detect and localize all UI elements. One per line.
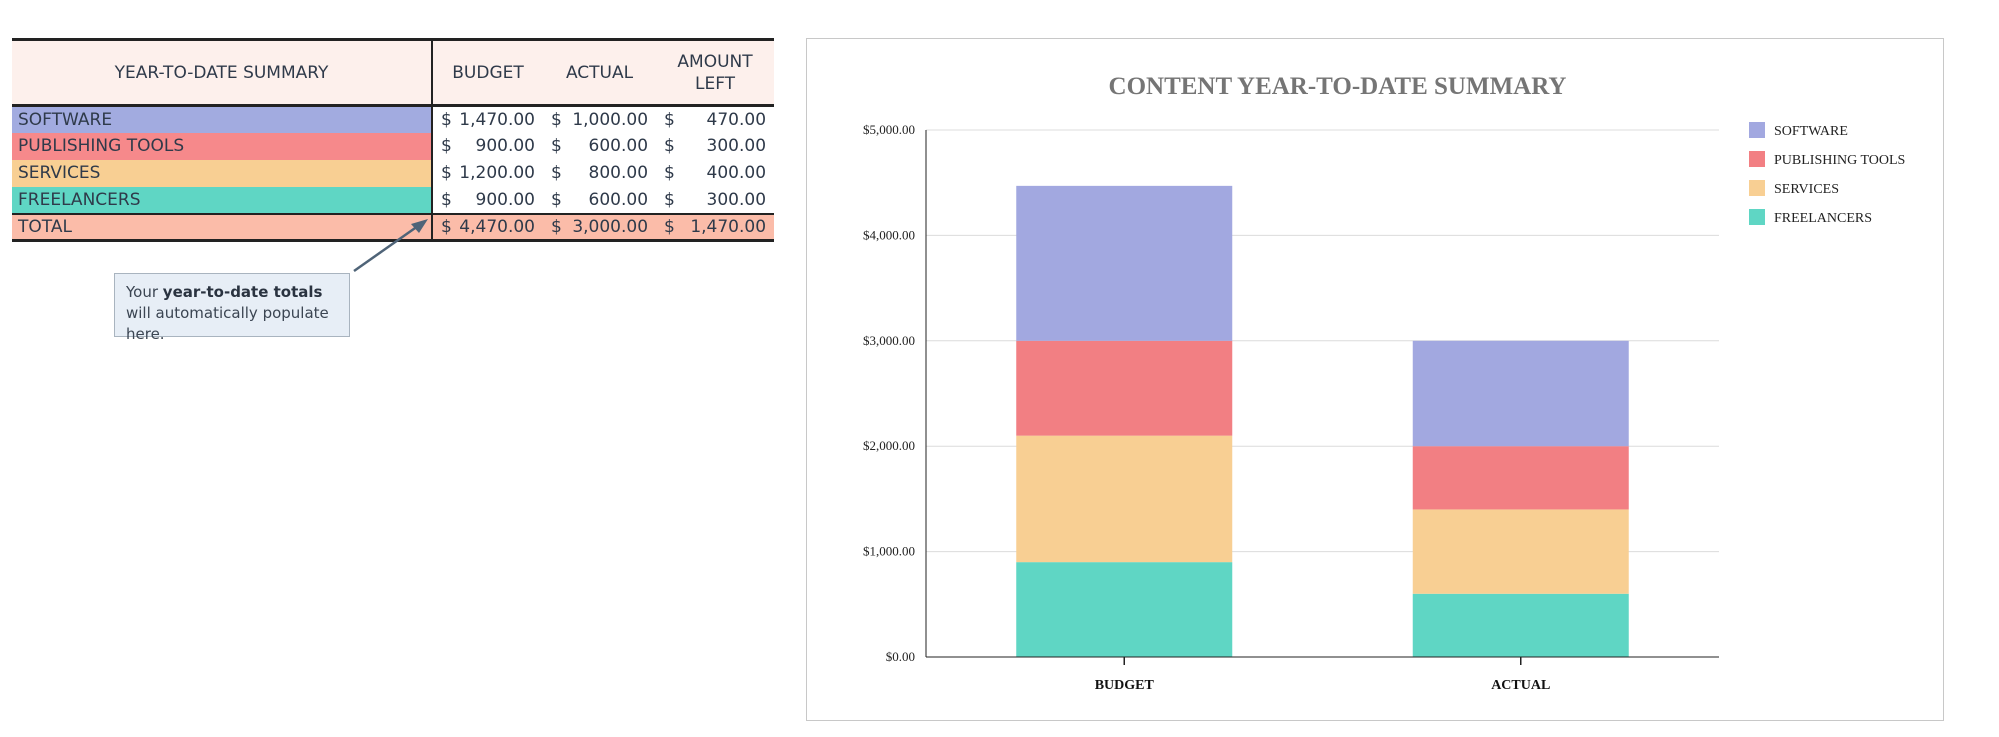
bar-budget-software bbox=[1016, 185, 1233, 341]
row-total-actual: 3,000.00 bbox=[565, 213, 657, 241]
currency-symbol: $ bbox=[656, 213, 679, 241]
row-services-budget: 1,200.00 bbox=[459, 163, 535, 183]
legend-label-freelancers: FREELANCERS bbox=[1774, 211, 1872, 226]
row-software-left: 470.00 bbox=[706, 109, 767, 130]
y-tick-label: $4,000.00 bbox=[863, 227, 915, 242]
bar-actual-services bbox=[1412, 509, 1629, 594]
currency-symbol: $ bbox=[551, 189, 562, 210]
currency-symbol: $ bbox=[551, 109, 562, 130]
x-category-label: BUDGET bbox=[1095, 678, 1155, 693]
table-header-row: YEAR-TO-DATE SUMMARY BUDGET ACTUAL AMOUN… bbox=[12, 39, 775, 106]
chart-axes: $0.00 $1,000.00 $2,000.00 $3,000.00 $4,000.0… bbox=[863, 122, 1719, 693]
row-freelancers-label: FREELANCERS bbox=[12, 186, 433, 214]
table-row: SOFTWARE $ 1,470.00 $ 1,000.00 $ 470.00 bbox=[12, 105, 774, 133]
row-publishing-tools-left: 300.00 bbox=[706, 136, 767, 156]
legend-swatch-publishing-tools bbox=[1749, 151, 1765, 167]
currency-symbol: $ bbox=[441, 163, 452, 183]
bar-actual-publishing-tools bbox=[1412, 446, 1629, 510]
row-services-label: SERVICES bbox=[12, 159, 433, 187]
currency-symbol: $ bbox=[543, 213, 565, 241]
currency-symbol: $ bbox=[432, 213, 454, 241]
bar-budget-services bbox=[1016, 435, 1233, 563]
row-software-label: SOFTWARE bbox=[12, 105, 433, 133]
y-tick-label: $0.00 bbox=[886, 649, 915, 664]
legend-label-publishing-tools: PUBLISHING TOOLS bbox=[1774, 153, 1905, 168]
bar-actual-software bbox=[1412, 340, 1629, 447]
row-software-budget: 1,470.00 bbox=[459, 109, 535, 130]
summary-table: YEAR-TO-DATE SUMMARY BUDGET ACTUAL AMOUN… bbox=[12, 38, 775, 242]
row-publishing-tools-label: PUBLISHING TOOLS bbox=[12, 132, 433, 160]
currency-symbol: $ bbox=[664, 189, 675, 210]
bar-budget-freelancers bbox=[1016, 562, 1233, 657]
chart-bars bbox=[1016, 185, 1629, 657]
row-total-budget: 4,470.00 bbox=[454, 213, 543, 241]
currency-symbol: $ bbox=[664, 163, 675, 183]
legend-label-services: SERVICES bbox=[1774, 182, 1839, 197]
legend-label-software: SOFTWARE bbox=[1774, 124, 1848, 139]
bar-budget-publishing-tools bbox=[1016, 340, 1233, 436]
table-row: PUBLISHING TOOLS $ 900.00 $ 600.00 $ 300… bbox=[12, 132, 774, 160]
currency-symbol: $ bbox=[441, 189, 452, 210]
y-tick-label: $5,000.00 bbox=[863, 122, 915, 137]
callout-note: Your year-to-date totals will automatica… bbox=[114, 273, 350, 343]
currency-symbol: $ bbox=[664, 136, 675, 156]
row-services-left: 400.00 bbox=[706, 163, 767, 183]
header-budget: BUDGET bbox=[452, 62, 524, 83]
table-row: SERVICES $ 1,200.00 $ 800.00 $ 400.00 bbox=[12, 159, 774, 187]
header-amount-left-line2: LEFT bbox=[694, 73, 736, 94]
y-tick-label: $3,000.00 bbox=[863, 333, 915, 348]
table-total-row: TOTAL $ 4,470.00 $ 3,000.00 $ 1,470.00 bbox=[12, 213, 775, 241]
header-category: YEAR-TO-DATE SUMMARY bbox=[12, 39, 433, 106]
x-category-label: ACTUAL bbox=[1491, 678, 1550, 693]
row-freelancers-budget: 900.00 bbox=[475, 189, 535, 210]
chart-legend: SOFTWARE PUBLISHING TOOLS SERVICES FREELANC… bbox=[1749, 122, 1905, 226]
callout-text-end: will automatically populate here. bbox=[126, 304, 329, 343]
legend-swatch-software bbox=[1749, 122, 1765, 138]
chart-title: CONTENT YEAR-TO-DATE SUMMARY bbox=[1109, 73, 1567, 100]
row-freelancers-left: 300.00 bbox=[706, 189, 767, 210]
header-amount-left: AMOUNT LEFT bbox=[656, 40, 774, 106]
legend-swatch-freelancers bbox=[1749, 209, 1765, 225]
y-tick-label: $2,000.00 bbox=[863, 438, 915, 453]
row-services-actual: 800.00 bbox=[588, 163, 649, 183]
row-publishing-tools-actual: 600.00 bbox=[588, 136, 649, 156]
y-tick-label: $1,000.00 bbox=[863, 544, 915, 559]
legend-swatch-services bbox=[1749, 180, 1765, 196]
bar-actual-freelancers bbox=[1412, 593, 1629, 657]
header-actual: ACTUAL bbox=[565, 62, 634, 83]
header-amount-left-line1: AMOUNT bbox=[677, 51, 753, 72]
chart-container: $0.00 $1,000.00 $2,000.00 $3,000.00 $4,000.0… bbox=[806, 38, 1944, 721]
row-total-left: 1,470.00 bbox=[678, 213, 775, 241]
row-software-actual: 1,000.00 bbox=[572, 109, 649, 130]
row-freelancers-actual: 600.00 bbox=[588, 189, 649, 210]
row-publishing-tools-budget: 900.00 bbox=[475, 136, 535, 156]
callout-text-bold: year-to-date totals bbox=[162, 283, 323, 301]
currency-symbol: $ bbox=[551, 163, 562, 183]
row-total-label: TOTAL bbox=[12, 213, 433, 241]
currency-symbol: $ bbox=[441, 136, 452, 156]
stacked-bar-chart: $0.00 $1,000.00 $2,000.00 $3,000.00 $4,000.0… bbox=[863, 73, 1905, 693]
currency-symbol: $ bbox=[441, 109, 452, 130]
table-row: FREELANCERS $ 900.00 $ 600.00 $ 300.00 bbox=[12, 186, 774, 214]
currency-symbol: $ bbox=[551, 136, 562, 156]
currency-symbol: $ bbox=[664, 109, 675, 130]
callout-text-start: Your bbox=[126, 283, 163, 301]
